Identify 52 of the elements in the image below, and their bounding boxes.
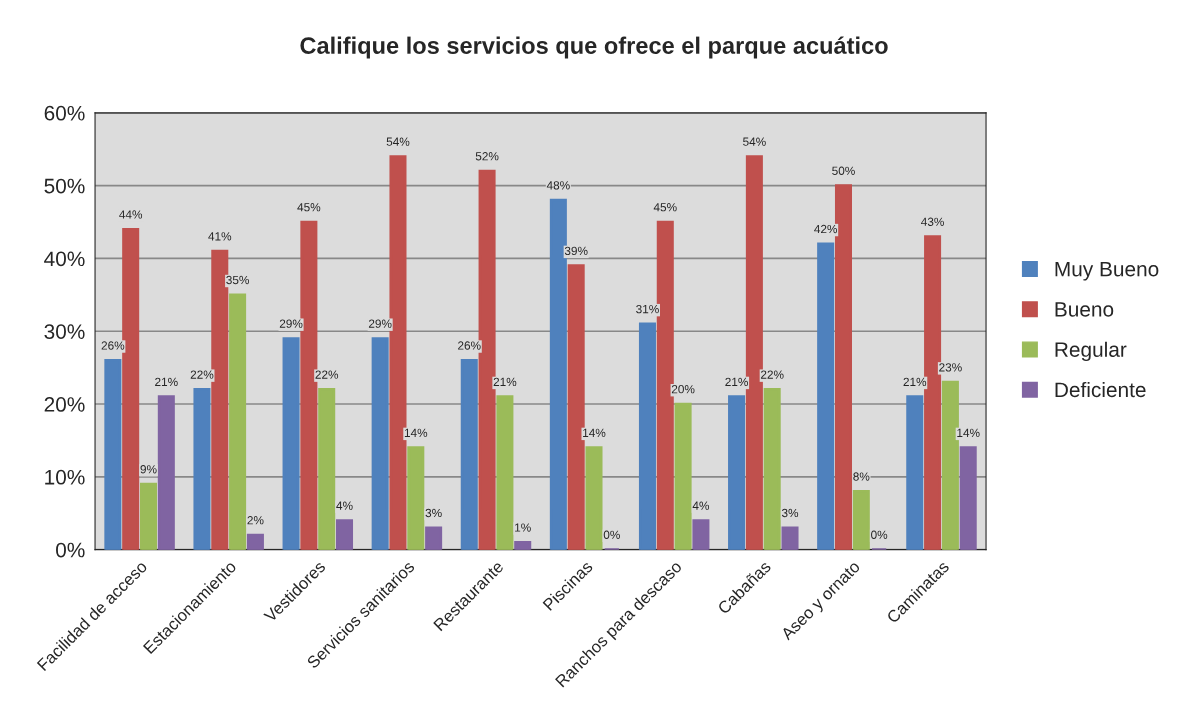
- y-tick-label: 30%: [44, 324, 85, 339]
- data-label: 4%: [336, 501, 353, 510]
- data-label: 22%: [760, 370, 784, 379]
- data-label: 29%: [368, 319, 392, 328]
- chart-title: Califique los servicios que ofrece el parque acuático: [300, 36, 888, 59]
- data-label: 52%: [475, 152, 499, 161]
- data-label: 20%: [671, 385, 695, 394]
- data-label: 50%: [832, 166, 855, 175]
- data-label: 39%: [564, 246, 588, 256]
- data-label: 29%: [279, 319, 303, 328]
- y-tick-label: 60%: [44, 105, 85, 121]
- legend-label: Muy Bueno: [1055, 261, 1159, 281]
- legend-label: Bueno: [1055, 302, 1114, 317]
- data-label: 54%: [743, 137, 766, 146]
- data-label: 21%: [725, 377, 748, 387]
- data-label: 0%: [603, 530, 620, 539]
- data-label: 14%: [583, 428, 606, 438]
- data-label: 14%: [957, 428, 980, 438]
- data-label: 35%: [226, 275, 249, 285]
- legend-label: Deficiente: [1055, 381, 1146, 398]
- data-label: 22%: [190, 370, 214, 379]
- data-label: 26%: [458, 341, 481, 350]
- data-label: 21%: [155, 377, 178, 387]
- data-label: 3%: [425, 508, 442, 518]
- data-label: 48%: [546, 181, 570, 190]
- y-tick-label: 0%: [56, 542, 85, 558]
- data-label: 21%: [903, 377, 927, 387]
- data-label: 9%: [140, 465, 157, 474]
- data-label: 4%: [692, 501, 710, 510]
- data-label: 31%: [636, 304, 659, 314]
- data-label: 0%: [871, 530, 888, 539]
- data-label: 3%: [781, 508, 799, 518]
- data-label: 23%: [939, 363, 962, 372]
- data-label: 41%: [208, 232, 232, 241]
- data-label: 14%: [404, 428, 428, 438]
- data-label: 26%: [101, 341, 125, 350]
- y-tick-label: 50%: [44, 178, 85, 194]
- data-label: 45%: [653, 203, 677, 212]
- y-tick-label: 40%: [44, 251, 85, 267]
- data-label: 54%: [386, 137, 410, 146]
- data-label: 2%: [247, 516, 264, 525]
- legend-label: Regular: [1055, 341, 1127, 362]
- data-label: 1%: [515, 523, 531, 532]
- data-label: 22%: [315, 370, 339, 379]
- y-tick-label: 20%: [44, 397, 85, 412]
- data-label: 8%: [853, 472, 870, 481]
- data-label: 44%: [119, 210, 143, 219]
- data-label: 21%: [493, 377, 517, 387]
- data-label: 43%: [921, 217, 944, 226]
- y-tick-label: 10%: [45, 469, 85, 485]
- data-label: 42%: [814, 224, 838, 234]
- data-label: 45%: [297, 203, 321, 212]
